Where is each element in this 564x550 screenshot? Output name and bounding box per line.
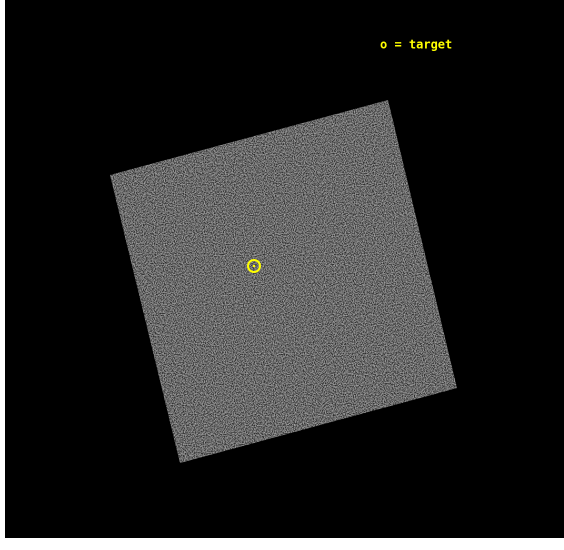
legend: o = target xyxy=(380,38,452,52)
sky-image: o = target xyxy=(0,0,564,550)
target-center xyxy=(253,265,255,267)
page: {"legend": "o = target"} o = target (() … xyxy=(0,0,564,550)
